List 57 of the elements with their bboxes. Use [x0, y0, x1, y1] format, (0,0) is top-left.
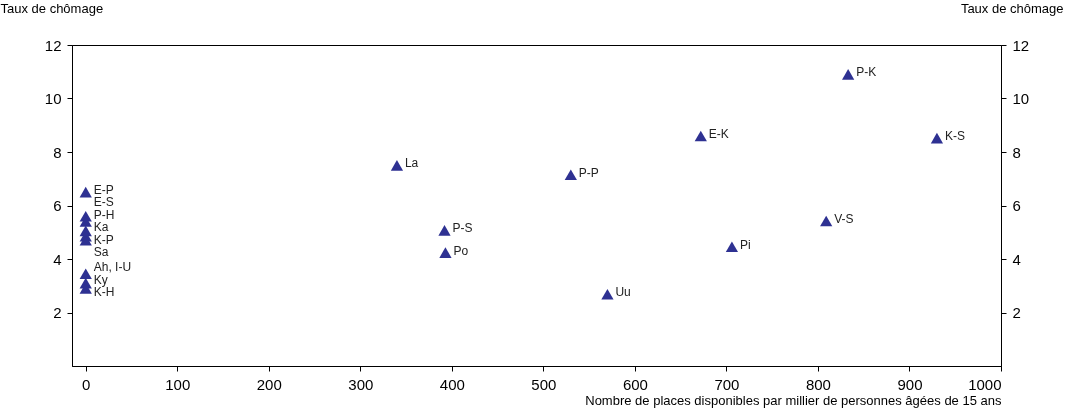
annotation: P-S: [452, 221, 473, 236]
annotation: Ka: [93, 220, 109, 235]
x-tick-label: 100: [165, 375, 191, 393]
annotation: La: [404, 156, 419, 171]
annotation: E-P: [93, 182, 114, 197]
x-tick-label: 800: [805, 375, 831, 393]
annotation: Sa: [93, 245, 109, 260]
x-tick-label: 500: [531, 375, 557, 393]
y2-axis-title: Taux de chômage: [960, 0, 1064, 16]
point: [842, 69, 855, 80]
x-tick-label: 900: [897, 375, 923, 393]
point: [439, 247, 452, 258]
x-tick-label: 200: [256, 375, 282, 393]
y2-tick-label: 4: [1012, 250, 1021, 268]
annotation: Pi: [739, 237, 751, 252]
y-axis-title: Taux de chômage: [0, 0, 104, 16]
point: [930, 132, 944, 144]
point: [564, 169, 577, 181]
annotation: Uu: [615, 285, 631, 300]
y-tick-label: 4: [53, 250, 62, 268]
x-tick-label: 0: [82, 375, 91, 393]
annotation: K-S: [944, 129, 965, 144]
x-tick-label: 1000: [968, 375, 1002, 393]
annotation: Ky: [93, 272, 108, 287]
point: [820, 215, 833, 227]
x-tick-label: 400: [439, 375, 465, 393]
y2-tick-label: 2: [1012, 304, 1021, 321]
y-tick-label: 2: [53, 304, 62, 321]
y2-tick-label: 8: [1012, 143, 1021, 161]
x-axis-title: Nombre de places disponibles par millier de personnes âgées de 15 ans: [585, 392, 1002, 408]
y-tick-label: 12: [44, 36, 62, 54]
x-tick-label: 300: [348, 375, 374, 393]
point: [694, 130, 707, 142]
annotation: E-S: [93, 195, 114, 210]
annotation: Po: [453, 243, 469, 258]
point: [390, 160, 404, 171]
annotation: E-K: [708, 126, 729, 141]
x-tick-label: 600: [622, 375, 648, 393]
annotation: P-K: [856, 65, 877, 80]
x-tick-label: 700: [714, 375, 740, 393]
y-tick-label: 10: [44, 90, 62, 107]
annotation: K-H: [93, 285, 115, 300]
annotation: K-P: [93, 232, 114, 247]
annotation: P-P: [578, 165, 599, 180]
point: [79, 186, 92, 198]
annotation: V-S: [834, 212, 854, 227]
point: [438, 225, 451, 236]
point: [79, 268, 92, 280]
y2-tick-label: 12: [1012, 36, 1030, 54]
y-tick-label: 6: [53, 197, 62, 214]
y2-tick-label: 10: [1012, 90, 1030, 107]
annotation: Ah, I-U: [93, 260, 132, 275]
annotation: P-H: [93, 207, 115, 222]
point: [725, 241, 739, 252]
y2-tick-label: 6: [1012, 197, 1021, 214]
y-tick-label: 8: [53, 143, 62, 161]
point: [601, 289, 614, 300]
